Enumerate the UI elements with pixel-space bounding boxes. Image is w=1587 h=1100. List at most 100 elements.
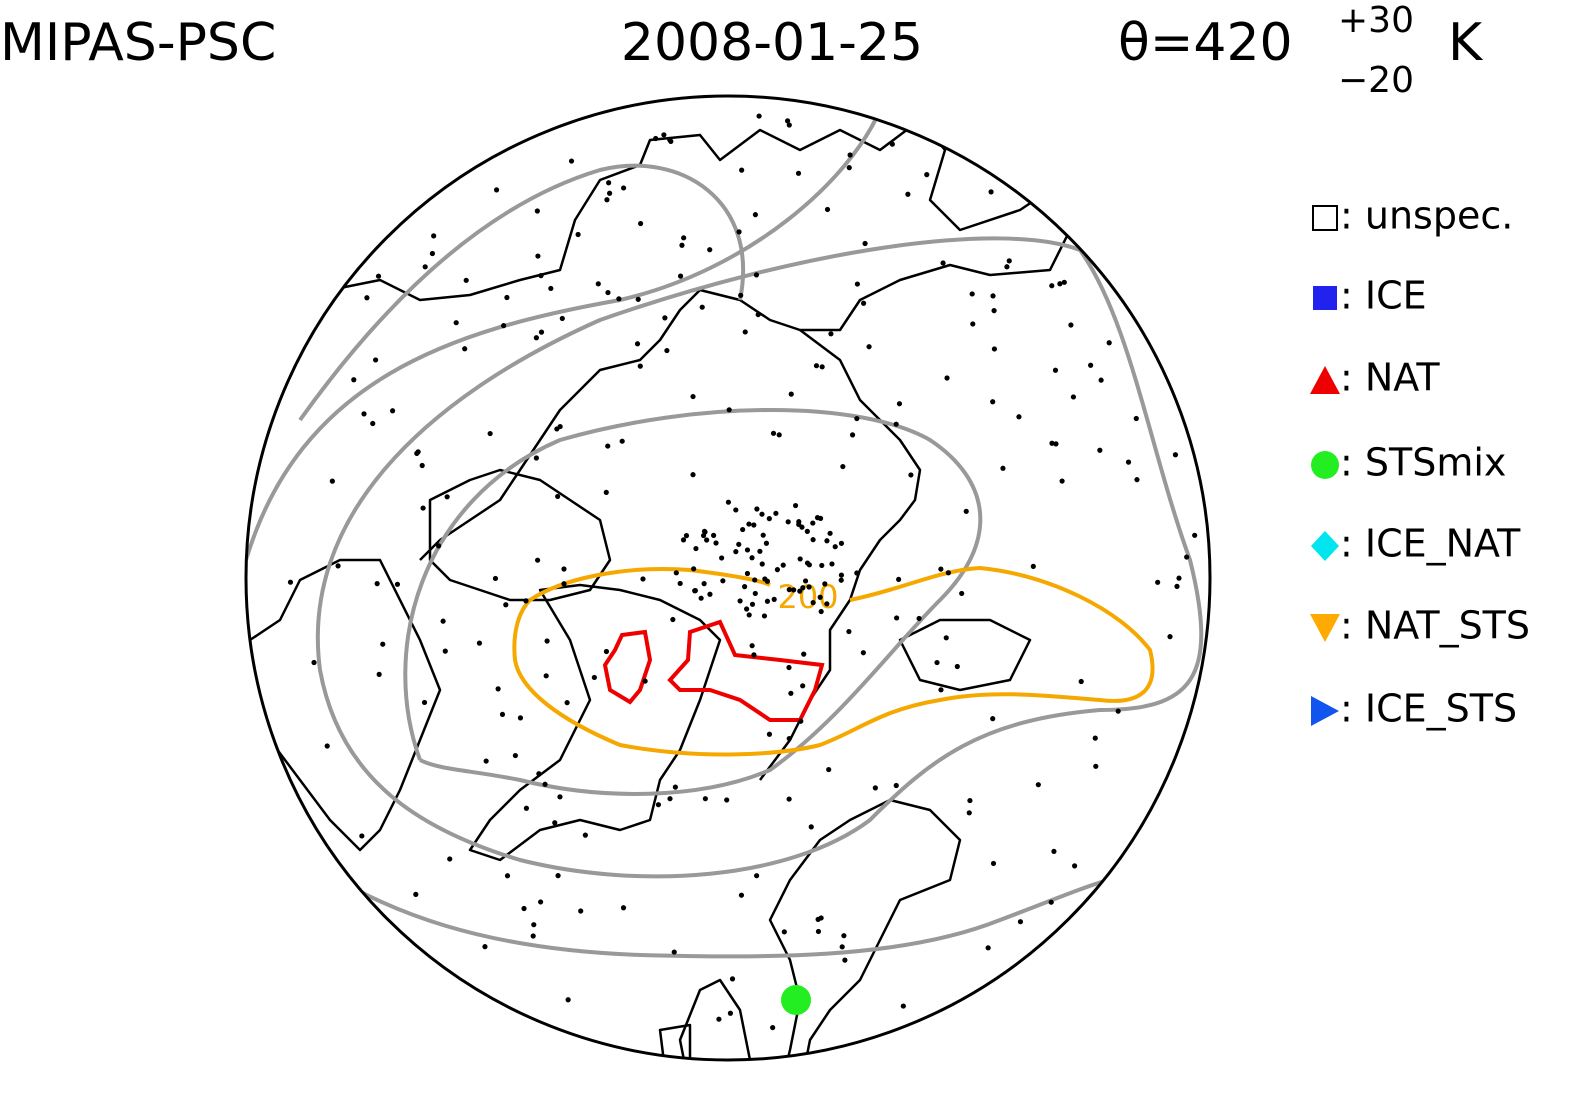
measurement-dot <box>420 505 426 511</box>
measurement-dot <box>503 602 509 608</box>
measurement-dot <box>517 715 524 721</box>
measurement-dot <box>533 455 539 461</box>
measurement-dot <box>501 323 507 329</box>
measurement-dot <box>1072 863 1078 869</box>
measurement-dot <box>564 700 570 706</box>
measurement-dot <box>773 510 779 516</box>
measurement-dot <box>1059 478 1065 484</box>
measurement-dot <box>707 591 713 597</box>
measurement-dot <box>781 929 787 935</box>
measurement-dot <box>582 832 588 838</box>
measurement-dot <box>854 281 860 287</box>
measurement-dot <box>1097 447 1103 453</box>
measurement-dot <box>1057 281 1063 287</box>
measurement-dot <box>681 235 687 241</box>
measurement-dot <box>512 752 518 759</box>
measurement-dot <box>605 289 611 296</box>
measurement-dot <box>854 415 860 422</box>
measurement-dot <box>832 544 838 550</box>
measurement-dot <box>752 212 759 218</box>
measurement-dot <box>499 711 506 718</box>
measurement-dot <box>361 411 367 417</box>
measurement-dot <box>421 699 428 706</box>
measurement-dot <box>916 615 922 622</box>
measurement-dot <box>934 659 940 666</box>
legend-label: : NAT_STS <box>1340 604 1530 648</box>
measurement-dot <box>988 189 994 195</box>
legend-label: : ICE_NAT <box>1340 522 1521 566</box>
measurement-dot <box>436 543 442 549</box>
measurement-dot <box>444 494 450 500</box>
measurement-dot <box>786 735 792 742</box>
measurement-dot <box>818 608 824 615</box>
measurement-dot <box>797 556 803 562</box>
measurement-dot <box>1049 283 1055 289</box>
theta-lower: −20 <box>1338 60 1414 101</box>
measurement-dot <box>555 873 561 879</box>
measurement-dot <box>770 430 777 436</box>
measurement-dot <box>1035 782 1041 788</box>
measurement-dot <box>757 548 763 554</box>
legend-symbol <box>1311 696 1339 726</box>
measurement-dot <box>640 576 646 582</box>
measurement-dot <box>788 690 794 696</box>
measurement-dot <box>761 613 768 619</box>
measurement-dot <box>548 285 554 292</box>
measurement-dot <box>690 393 696 400</box>
measurement-dot <box>991 346 998 352</box>
measurement-dot <box>838 540 845 546</box>
measurement-dot <box>724 797 730 803</box>
measurement-dot <box>846 165 852 171</box>
measurement-dot <box>604 197 610 203</box>
measurement-dot <box>1068 322 1074 328</box>
measurement-dot <box>800 585 806 591</box>
measurement-dot <box>538 329 545 335</box>
measurement-dot <box>311 659 317 666</box>
measurement-dot <box>749 555 755 561</box>
measurement-dot <box>557 423 563 430</box>
measurement-dot <box>692 588 698 594</box>
measurement-dot <box>840 463 846 470</box>
measurement-dot <box>603 648 610 655</box>
measurement-dot <box>375 273 382 279</box>
measurement-dot <box>896 401 903 407</box>
measurement-dot <box>846 628 852 635</box>
measurement-dot <box>990 399 996 405</box>
measurement-dot <box>753 272 760 278</box>
measurement-dot <box>693 545 699 552</box>
measurement-dot <box>493 187 500 193</box>
measurement-dot <box>751 522 757 528</box>
measurement-dot <box>504 873 511 879</box>
measurement-dot <box>742 584 748 590</box>
measurement-dot <box>376 671 382 677</box>
measurement-dot <box>691 566 697 572</box>
measurement-dot <box>746 521 752 527</box>
measurement-dot <box>970 321 976 327</box>
measurement-dot <box>764 598 771 604</box>
coastline <box>898 618 1032 692</box>
measurement-dot <box>1134 477 1140 483</box>
legend-label: : ICE <box>1340 274 1427 318</box>
measurement-dot <box>719 555 725 561</box>
measurement-dot <box>766 516 772 522</box>
measurement-dot <box>698 595 704 601</box>
measurement-dot <box>1049 440 1055 446</box>
measurement-dot <box>804 528 810 534</box>
measurement-dot <box>690 472 696 478</box>
measurement-dot <box>813 363 820 369</box>
measurement-dot <box>862 240 868 247</box>
measurement-dot <box>559 315 565 322</box>
measurement-dot <box>591 674 597 681</box>
map-boundary <box>244 94 1212 1062</box>
measurement-dot <box>453 320 459 326</box>
measurement-dot <box>766 731 773 737</box>
measurement-dot <box>795 170 802 176</box>
measurement-dot <box>894 615 900 621</box>
measurement-dot <box>826 766 832 773</box>
contour-label: 200 <box>777 578 838 616</box>
measurement-dot <box>621 185 627 191</box>
measurement-dot <box>945 570 951 576</box>
measurement-dot <box>776 432 782 438</box>
measurement-dot <box>771 596 777 602</box>
measurement-dot <box>359 833 365 839</box>
